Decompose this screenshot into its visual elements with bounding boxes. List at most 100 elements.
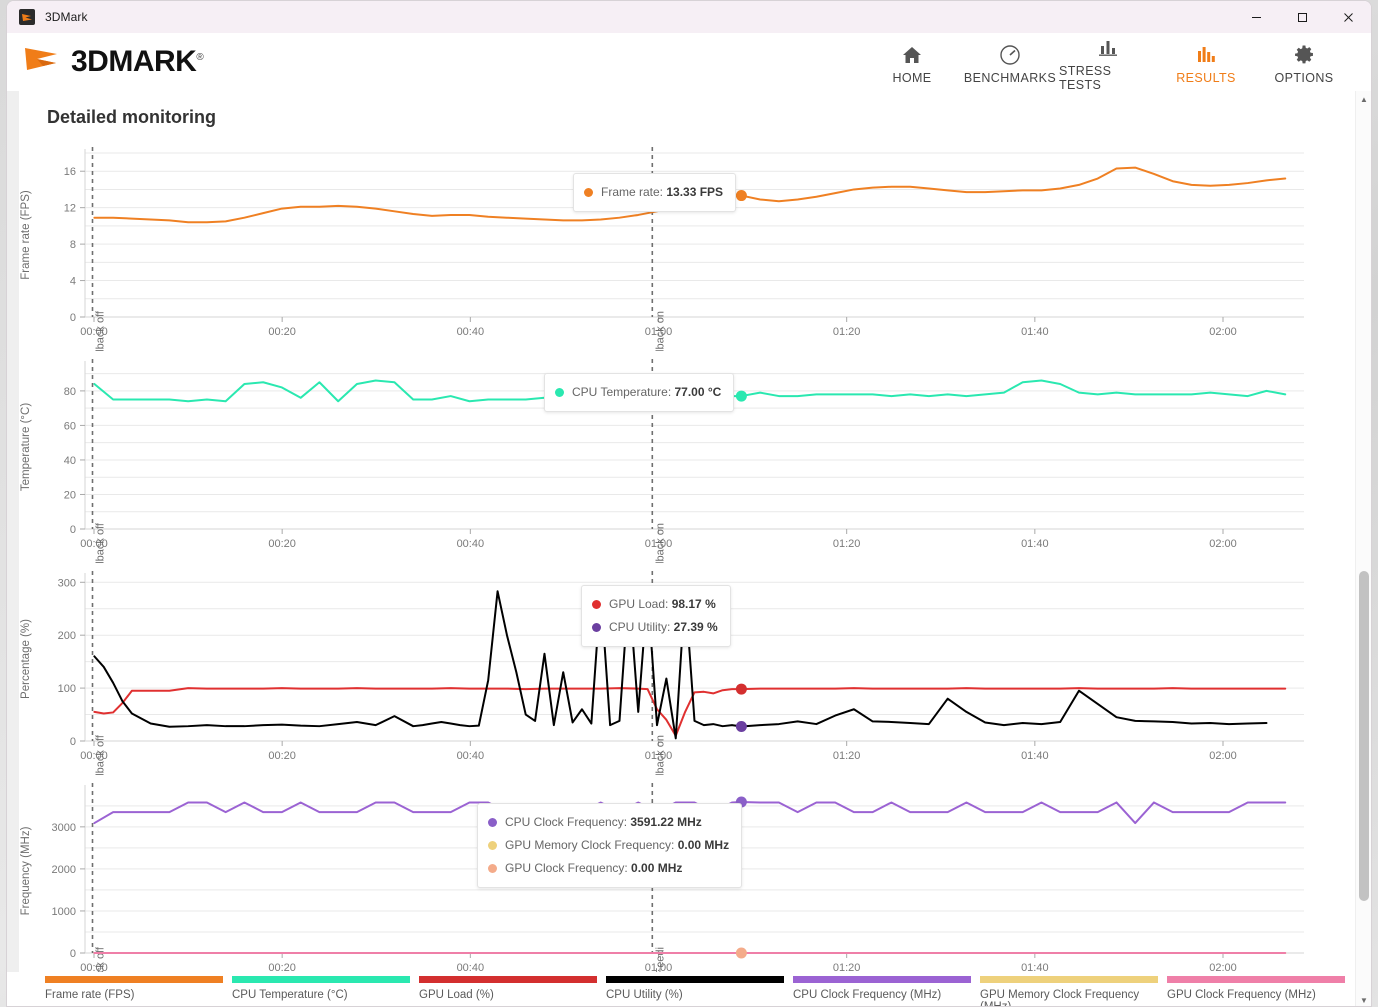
legend-label: CPU Utility (%): [606, 989, 683, 1001]
svg-text:12: 12: [64, 203, 76, 215]
annotation-label: Sampler Feedback on: [654, 523, 666, 563]
vertical-scrollbar[interactable]: ▲ ▼: [1355, 91, 1371, 1006]
annotation-label: Sampler Feedback on: [654, 311, 666, 351]
legend-item[interactable]: GPU Load (%): [419, 972, 606, 1006]
annotation-label: Sampler Feedback off: [95, 310, 107, 351]
tooltip-color-dot: [592, 623, 601, 632]
series-line: [93, 687, 1287, 737]
svg-text:0: 0: [70, 736, 76, 748]
x-axis-tick-label: 01:40: [1021, 750, 1049, 762]
x-axis-tick-label: 01:00: [645, 750, 673, 762]
svg-text:0: 0: [70, 524, 76, 536]
title-bar: 3DMark: [7, 1, 1371, 33]
nav-label-results: RESULTS: [1176, 70, 1236, 85]
svg-text:300: 300: [58, 577, 76, 589]
tooltip-color-dot: [592, 600, 601, 609]
legend-color-swatch: [793, 976, 971, 983]
nav-label-stress-tests: STRESS TESTS: [1059, 63, 1112, 92]
tooltip-label: GPU Clock Frequency: 0.00 MHz: [505, 861, 683, 875]
legend-color-swatch: [232, 976, 410, 983]
x-axis-tick-label: 01:40: [1021, 962, 1049, 974]
application-window: 3DMark: [6, 0, 1372, 1007]
scroll-up-arrow[interactable]: ▲: [1360, 94, 1368, 104]
x-axis-tick-label: 00:40: [457, 962, 485, 974]
svg-text:0: 0: [70, 312, 76, 324]
percentage-plot: 0 100 200 300 Percentage (%) 00:00 00:20 00:40 0…: [20, 571, 1304, 775]
x-axis-tick-label: 00:40: [457, 750, 485, 762]
svg-text:100: 100: [58, 683, 76, 695]
legend-item[interactable]: Frame rate (FPS): [45, 972, 232, 1006]
legend-label: Frame rate (FPS): [45, 989, 135, 1001]
y-axis-label: Frame rate (FPS): [20, 190, 32, 280]
tooltip-label: GPU Memory Clock Frequency: 0.00 MHz: [505, 838, 730, 852]
scrollbar-thumb[interactable]: [1359, 571, 1369, 901]
x-axis-tick-label: 01:40: [1021, 326, 1049, 338]
y-axis-label: Percentage (%): [20, 619, 32, 699]
nav-item-options[interactable]: OPTIONS: [1255, 40, 1353, 85]
page-title: Detailed monitoring: [47, 107, 217, 127]
close-button[interactable]: [1325, 1, 1371, 33]
app-icon: [19, 9, 35, 25]
window-controls: [1233, 1, 1371, 33]
legend-item[interactable]: GPU Clock Frequency (MHz): [1167, 972, 1354, 1006]
chart-frequency: 0 1000 2000 3000 Frequency (MHz) 00:00 00:20 00…: [7, 775, 1347, 987]
data-point-marker: [735, 947, 747, 959]
svg-text:0: 0: [70, 948, 76, 960]
x-axis-tick-label: 00:00: [80, 538, 108, 550]
tooltip-row: Frame rate: 13.33 FPS: [584, 181, 723, 204]
legend-color-swatch: [980, 976, 1158, 983]
data-point-marker: [735, 390, 747, 402]
legend-item[interactable]: GPU Memory Clock Frequency (MHz): [980, 972, 1167, 1007]
x-axis-tick-label: 00:00: [80, 326, 108, 338]
tooltip-row: GPU Clock Frequency: 0.00 MHz: [488, 857, 729, 880]
chart-frame-rate: 0 4 8 12 16 Frame rate (FPS) 00:00 00:20 00:40 01…: [7, 139, 1347, 351]
chart-percentage: 0 100 200 300 Percentage (%) 00:00 00:20 00:40 0…: [7, 563, 1347, 775]
x-axis-tick-label: 00:40: [457, 326, 485, 338]
tooltip-label: Frame rate: 13.33 FPS: [601, 185, 724, 199]
left-accent-strip: [7, 91, 19, 1006]
svg-text:20: 20: [64, 489, 76, 501]
maximize-button[interactable]: [1279, 1, 1325, 33]
minimize-button[interactable]: [1233, 1, 1279, 33]
legend-item[interactable]: CPU Clock Frequency (MHz): [793, 972, 980, 1006]
x-axis-tick-label: 01:20: [833, 326, 861, 338]
data-point-marker: [735, 190, 747, 202]
legend-color-swatch: [606, 976, 784, 983]
tooltip-row: CPU Utility: 27.39 %: [592, 616, 718, 639]
svg-text:2000: 2000: [52, 864, 76, 876]
legend-item[interactable]: CPU Utility (%): [606, 972, 793, 1006]
nav-item-benchmarks[interactable]: BENCHMARKS: [961, 40, 1059, 85]
monitoring-charts: 0 4 8 12 16 Frame rate (FPS) 00:00 00:20 00:40 01…: [7, 139, 1363, 999]
nav-item-stress-tests[interactable]: STRESS TESTS: [1059, 33, 1157, 92]
x-axis-tick-label: 01:40: [1021, 538, 1049, 550]
legend-color-swatch: [1167, 976, 1345, 983]
tooltip-value: 98.17 %: [671, 597, 716, 611]
data-point-marker: [735, 721, 747, 733]
x-axis-tick-label: 00:20: [268, 538, 296, 550]
tooltip-color-dot: [488, 864, 497, 873]
nav-item-home[interactable]: HOME: [863, 40, 961, 85]
nav-item-results[interactable]: RESULTS: [1157, 40, 1255, 85]
tooltip-value: 0.00 MHz: [631, 861, 683, 875]
tooltip-temperature: CPU Temperature: 77.00 °C: [544, 373, 735, 412]
registered-mark: ®: [196, 51, 204, 63]
y-axis-label: Frequency (MHz): [20, 826, 32, 915]
svg-text:60: 60: [64, 420, 76, 432]
tooltip-label: CPU Temperature: 77.00 °C: [572, 385, 722, 399]
tooltip-value: 77.00 °C: [674, 385, 722, 399]
chart-legend: Frame rate (FPS) CPU Temperature (°C) GPU …: [7, 972, 1357, 1007]
tooltip-color-dot: [584, 188, 593, 197]
x-axis-tick-label: 01:20: [833, 538, 861, 550]
home-icon: [901, 44, 923, 66]
scroll-down-arrow[interactable]: ▼: [1360, 995, 1368, 1005]
x-axis-tick-label: 00:20: [268, 962, 296, 974]
tooltip-value: 3591.22 MHz: [630, 815, 702, 829]
nav-label-benchmarks: BENCHMARKS: [963, 70, 1057, 85]
brand-text: 3DMARK®: [71, 44, 204, 78]
svg-text:200: 200: [58, 630, 76, 642]
main-navigation: HOME BENCHMARKS STRESS TESTS: [863, 33, 1353, 92]
legend-label: GPU Memory Clock Frequency (MHz): [980, 989, 1140, 1007]
legend-item[interactable]: CPU Temperature (°C): [232, 972, 419, 1006]
x-axis-tick-label: 02:00: [1209, 962, 1237, 974]
svg-text:16: 16: [64, 166, 76, 178]
